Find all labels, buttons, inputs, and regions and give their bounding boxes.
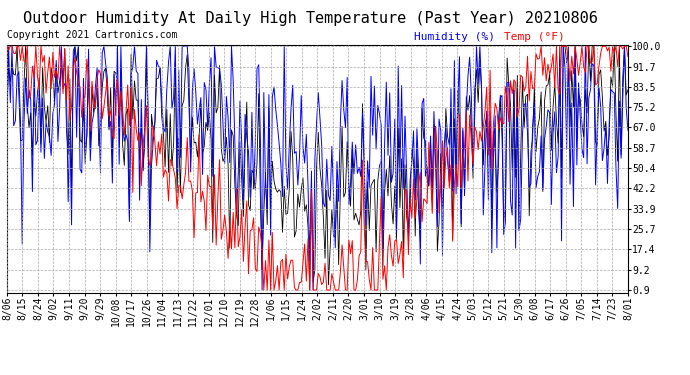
Text: Humidity (%): Humidity (%) [414,32,495,42]
Text: Copyright 2021 Cartronics.com: Copyright 2021 Cartronics.com [7,30,177,40]
Text: Outdoor Humidity At Daily High Temperature (Past Year) 20210806: Outdoor Humidity At Daily High Temperatu… [23,11,598,26]
Text: Temp (°F): Temp (°F) [504,32,564,42]
